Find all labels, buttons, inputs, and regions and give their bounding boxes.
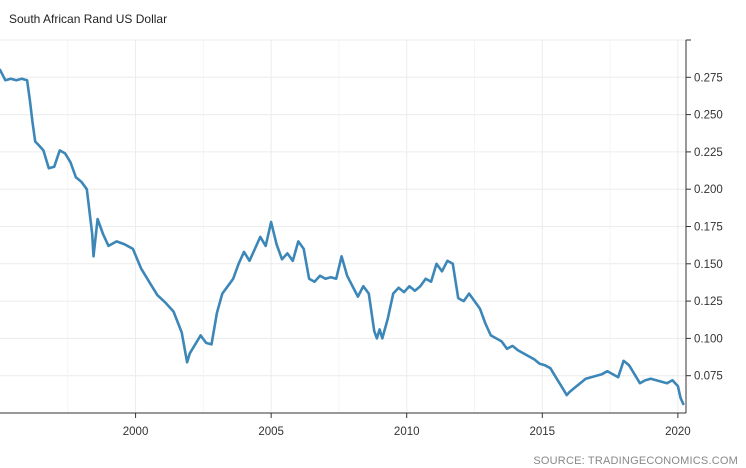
x-tick-label: 2000	[123, 426, 149, 438]
y-tick-label: 0.075	[694, 371, 723, 383]
x-tick-label: 2015	[529, 426, 555, 438]
axes	[0, 39, 691, 418]
y-tick-label: 0.250	[694, 110, 723, 122]
y-tick-label: 0.125	[694, 296, 723, 308]
y-tick-label: 0.275	[694, 72, 723, 84]
series-line	[0, 68, 685, 406]
tick-labels: 0.075 0.100 0.125 0.150 0.175 0.200 0.225 0.250…	[123, 72, 723, 438]
gridlines	[0, 39, 686, 413]
x-tick-label: 2010	[394, 426, 420, 438]
y-tick-label: 0.100	[694, 333, 723, 345]
x-tick-label: 2020	[665, 426, 691, 438]
y-tick-label: 0.200	[694, 184, 723, 196]
y-tick-label: 0.175	[694, 222, 723, 234]
y-tick-label: 0.150	[694, 259, 723, 271]
x-tick-label: 2005	[258, 426, 284, 438]
source-label: SOURCE: TRADINGECONOMICS.COM	[533, 455, 738, 467]
series-group	[0, 68, 685, 406]
y-tick-label: 0.225	[694, 147, 723, 159]
chart-title: South African Rand US Dollar	[9, 12, 168, 26]
